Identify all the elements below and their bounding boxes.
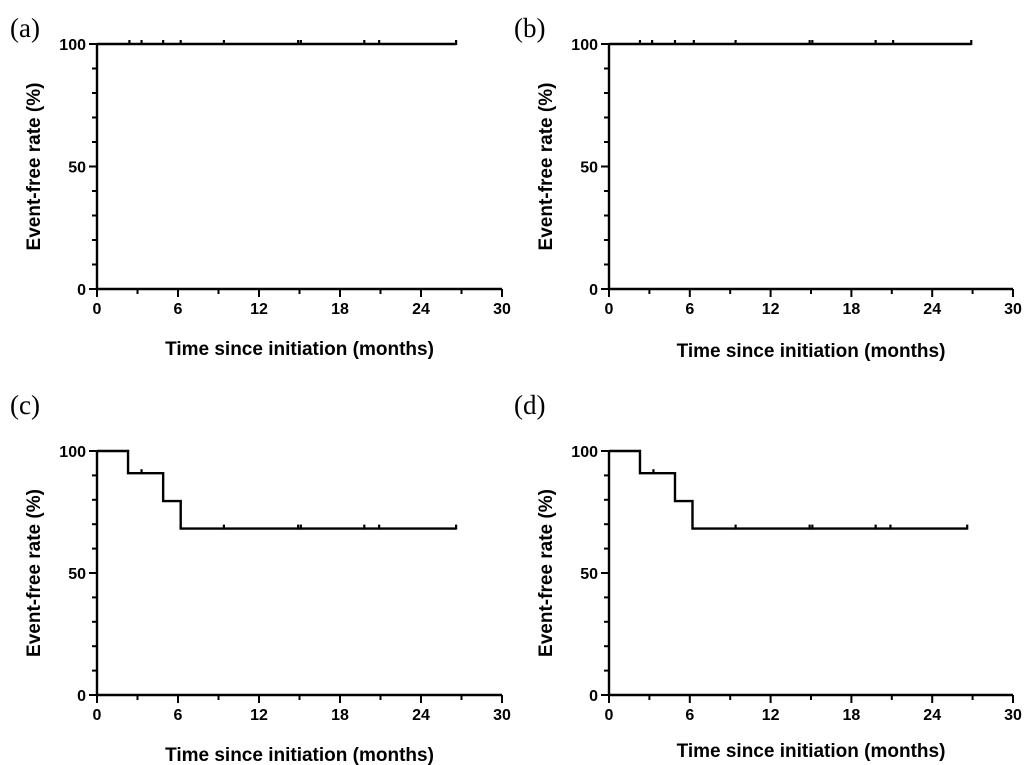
chart-c-x-tick-label: 0 <box>93 707 102 724</box>
chart-b-x-axis-title: Time since initiation (months) <box>677 341 946 362</box>
chart-a-panel-letter: (a) <box>10 13 40 43</box>
chart-d-x-tick-label: 12 <box>762 707 780 724</box>
chart-a-y-axis-title: Event-free rate (%) <box>24 83 45 251</box>
chart-a-x-tick-label: 24 <box>412 301 430 318</box>
chart-d-y-tick-label: 100 <box>571 444 598 461</box>
chart-c-x-tick-label: 6 <box>174 707 183 724</box>
chart-c-x-tick-label: 24 <box>412 707 430 724</box>
chart-c-x-axis-title: Time since initiation (months) <box>165 745 434 765</box>
chart-a-x-tick-label: 0 <box>93 301 102 318</box>
chart-d-x-tick-label: 0 <box>605 707 614 724</box>
chart-a-y-tick-label: 50 <box>68 160 86 177</box>
chart-a-x-tick-label: 18 <box>331 301 349 318</box>
chart-d-x-tick-label: 24 <box>923 707 941 724</box>
chart-b-y-tick-label: 0 <box>589 282 598 299</box>
chart-a: (a) 0 6 12 18 24 30 0 50 100 Time since initiation… <box>10 13 511 360</box>
chart-c-x-tick-label: 12 <box>250 707 268 724</box>
chart-a-x-tick-label: 12 <box>250 301 268 318</box>
chart-a-x-tick-label: 6 <box>174 301 183 318</box>
chart-d-panel-letter: (d) <box>514 390 545 420</box>
chart-a-y-tick-label: 100 <box>59 37 86 54</box>
chart-d-x-tick-label: 30 <box>1004 707 1022 724</box>
chart-c-y-tick-label: 0 <box>77 688 86 705</box>
chart-b-y-tick-label: 50 <box>580 160 598 177</box>
chart-d-y-tick-label: 50 <box>580 566 598 583</box>
chart-b-x-tick-label: 18 <box>843 301 861 318</box>
chart-b-y-axis-title: Event-free rate (%) <box>536 83 557 251</box>
chart-a-x-tick-label: 30 <box>493 301 511 318</box>
chart-a-x-axis-title: Time since initiation (months) <box>165 339 434 360</box>
chart-d-y-axis-title: Event-free rate (%) <box>536 489 557 657</box>
chart-b-x-tick-label: 30 <box>1004 301 1022 318</box>
chart-b-x-tick-label: 12 <box>762 301 780 318</box>
chart-d-x-axis-title: Time since initiation (months) <box>677 741 946 762</box>
chart-d-series-line <box>609 449 968 530</box>
chart-c-x-tick-label: 30 <box>493 707 511 724</box>
chart-b-panel-letter: (b) <box>514 13 545 43</box>
chart-d-x-tick-label: 18 <box>843 707 861 724</box>
chart-c-y-tick-label: 100 <box>59 444 86 461</box>
chart-b: (b) 0 6 12 18 24 30 0 50 100 Time since initiation… <box>514 13 1022 362</box>
chart-b-y-tick-label: 100 <box>571 37 598 54</box>
chart-c-x-tick-label: 18 <box>331 707 349 724</box>
chart-c-series-line <box>97 449 457 530</box>
chart-d-x-tick-label: 6 <box>685 707 694 724</box>
chart-c-y-axis-title: Event-free rate (%) <box>24 489 45 657</box>
chart-c-y-tick-label: 50 <box>68 566 86 583</box>
chart-b-x-tick-label: 24 <box>923 301 941 318</box>
chart-a-y-tick-label: 0 <box>77 282 86 299</box>
chart-b-x-tick-label: 0 <box>605 301 614 318</box>
chart-d-y-tick-label: 0 <box>589 688 598 705</box>
chart-c: (c) 0 6 12 18 24 30 0 50 100 Time since initiation… <box>10 390 511 765</box>
chart-b-x-tick-label: 6 <box>685 301 694 318</box>
chart-c-panel-letter: (c) <box>10 390 40 420</box>
chart-d: (d) 0 6 12 18 24 30 0 50 100 Time since initiation… <box>514 390 1022 762</box>
